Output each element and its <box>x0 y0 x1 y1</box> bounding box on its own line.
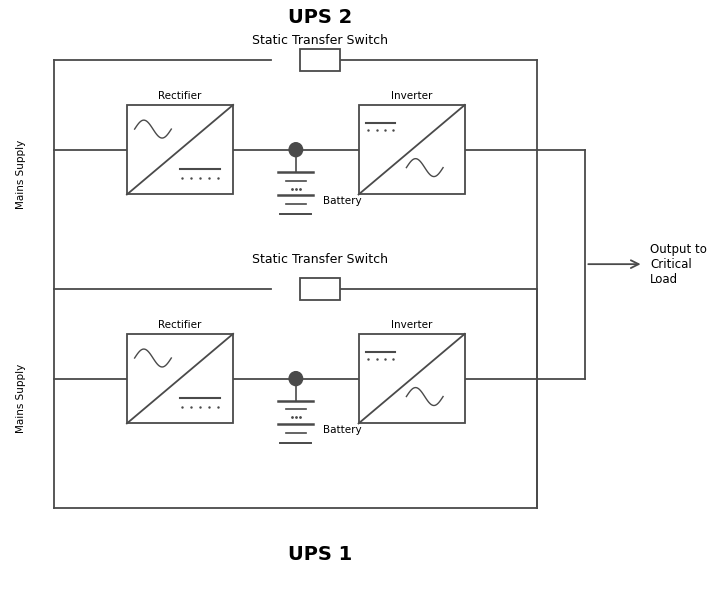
Bar <box>300 278 341 300</box>
Bar <box>358 105 465 194</box>
Text: Output to
Critical
Load: Output to Critical Load <box>650 243 707 286</box>
Text: Inverter: Inverter <box>391 91 432 101</box>
Text: Inverter: Inverter <box>391 320 432 330</box>
Text: Battery: Battery <box>323 197 361 207</box>
Text: UPS 2: UPS 2 <box>288 8 352 27</box>
Text: Battery: Battery <box>323 425 361 435</box>
Text: Static Transfer Switch: Static Transfer Switch <box>252 34 388 47</box>
Bar <box>300 49 341 71</box>
Text: Mains Supply: Mains Supply <box>16 364 26 433</box>
Text: Rectifier: Rectifier <box>158 91 201 101</box>
Text: Rectifier: Rectifier <box>158 320 201 330</box>
Bar <box>127 334 233 424</box>
Text: Static Transfer Switch: Static Transfer Switch <box>252 252 388 266</box>
Bar <box>358 334 465 424</box>
Text: Mains Supply: Mains Supply <box>16 140 26 209</box>
Circle shape <box>289 372 303 386</box>
Circle shape <box>289 143 303 157</box>
Text: UPS 1: UPS 1 <box>288 545 352 564</box>
Bar <box>127 105 233 194</box>
